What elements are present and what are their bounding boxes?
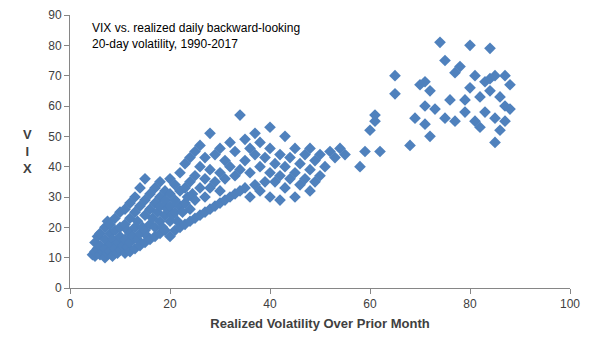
svg-text:20: 20	[163, 297, 177, 311]
svg-text:Realized Volatility Over Prior: Realized Volatility Over Prior Month	[210, 316, 429, 331]
svg-text:60: 60	[363, 297, 377, 311]
svg-text:60: 60	[48, 99, 62, 113]
svg-text:VIX vs. realized daily backwar: VIX vs. realized daily backward-looking2…	[92, 21, 300, 51]
svg-text:40: 40	[48, 160, 62, 174]
svg-text:10: 10	[48, 251, 62, 265]
svg-text:50: 50	[48, 130, 62, 144]
svg-text:100: 100	[560, 297, 580, 311]
svg-text:0: 0	[55, 281, 62, 295]
svg-text:90: 90	[48, 8, 62, 22]
svg-text:VIX: VIX	[23, 127, 32, 176]
svg-text:20: 20	[48, 221, 62, 235]
svg-text:0: 0	[67, 297, 74, 311]
svg-text:40: 40	[263, 297, 277, 311]
svg-text:80: 80	[463, 297, 477, 311]
svg-text:70: 70	[48, 69, 62, 83]
svg-text:30: 30	[48, 190, 62, 204]
svg-text:80: 80	[48, 39, 62, 53]
